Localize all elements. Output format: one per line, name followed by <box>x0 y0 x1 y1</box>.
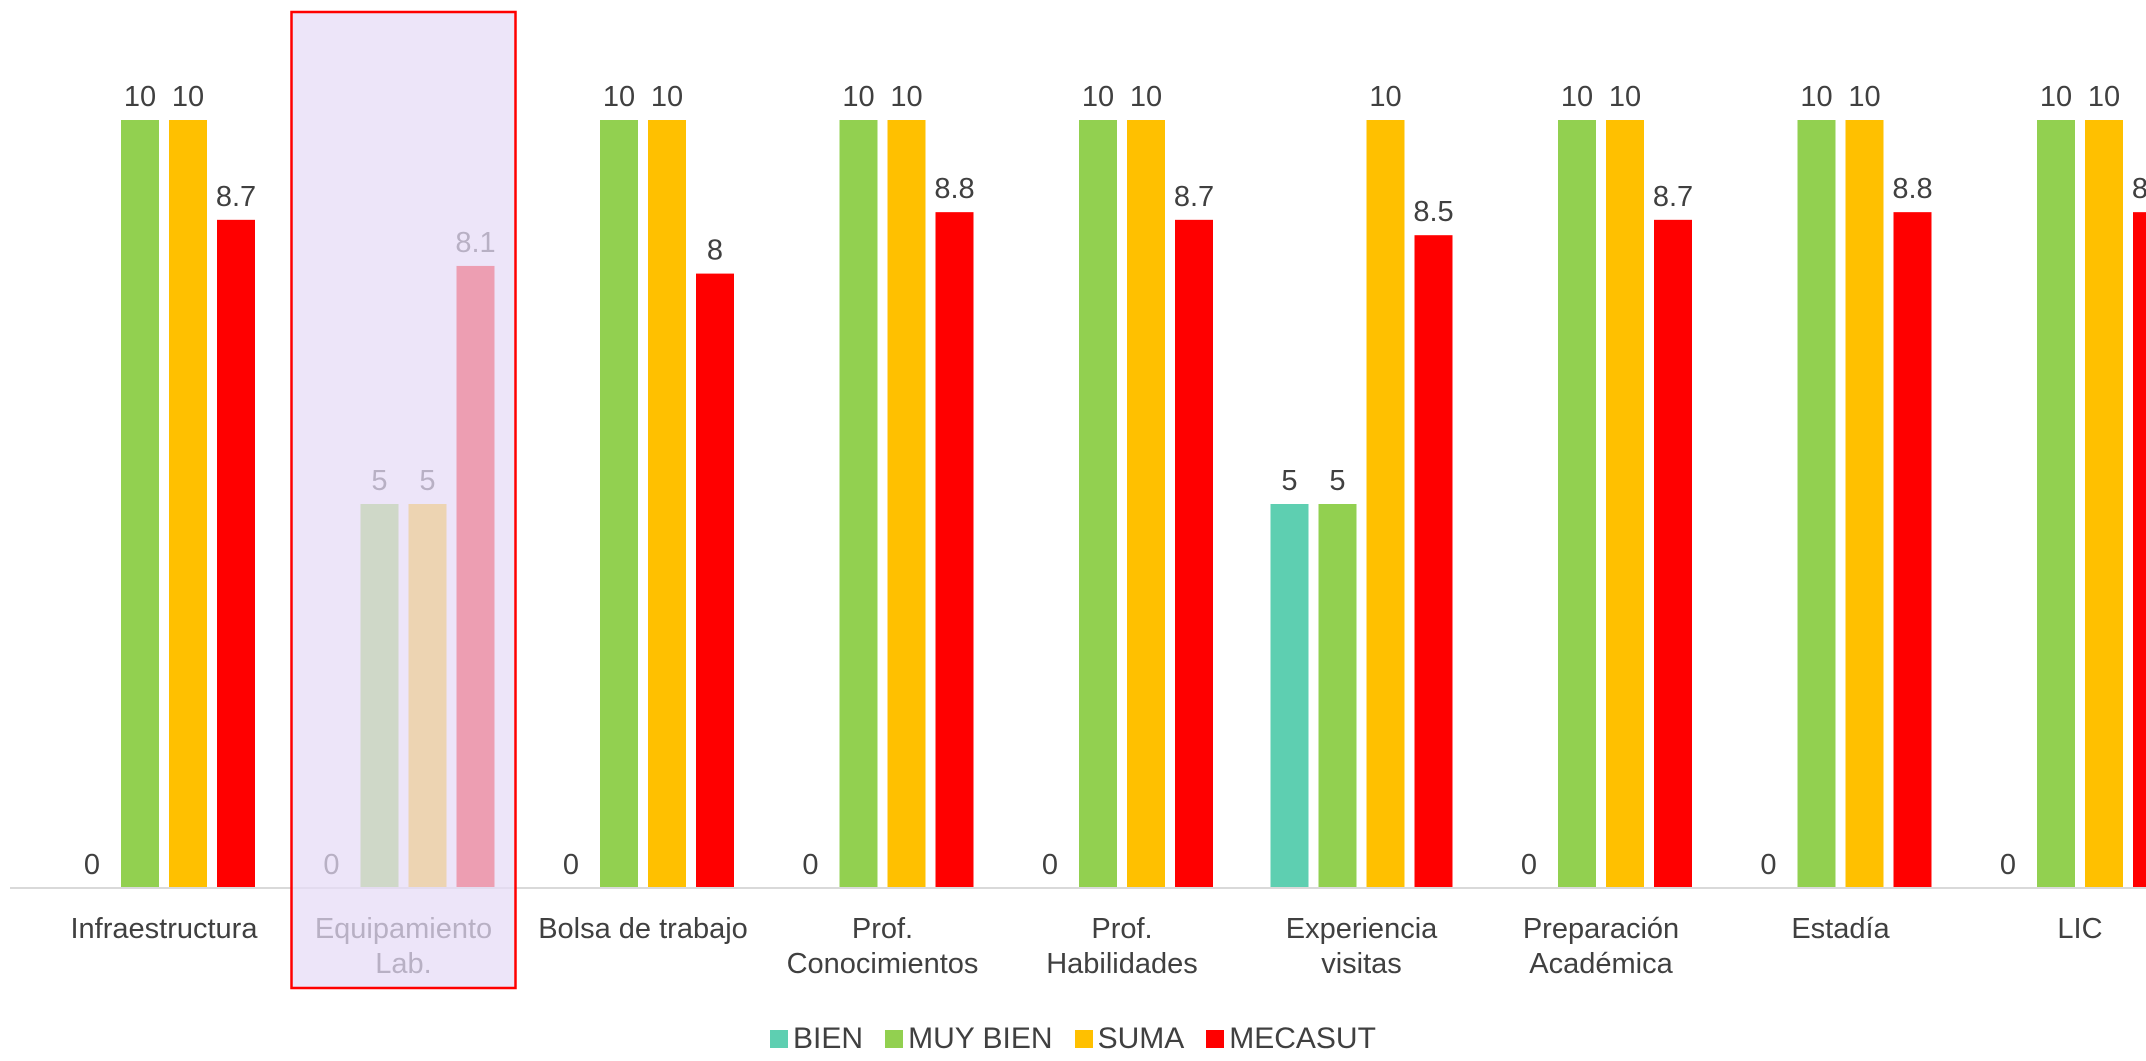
data-label: 8.8 <box>2132 173 2146 205</box>
legend: BIEN MUY BIEN SUMA MECASUT <box>0 1022 2146 1056</box>
bar-mecasut <box>1175 219 1213 889</box>
bar-suma <box>169 120 207 888</box>
data-label: 0 <box>802 849 818 881</box>
bar-suma <box>1845 120 1884 888</box>
data-label: 0 <box>2000 849 2016 881</box>
bar-muy-bien <box>839 120 878 888</box>
legend-label: SUMA <box>1097 1022 1185 1055</box>
bar-suma <box>2085 120 2123 888</box>
data-label: 0 <box>1521 849 1537 881</box>
legend-swatch <box>770 1030 789 1048</box>
legend-item: BIEN <box>770 1022 863 1056</box>
bar-muy-bien <box>1797 120 1836 888</box>
x-tick-label: Prof. Habilidades <box>1046 913 1198 980</box>
data-label: 10 <box>1369 81 1401 113</box>
data-label: 0 <box>563 849 579 881</box>
data-label: 10 <box>1561 81 1593 113</box>
data-label: 10 <box>842 81 874 113</box>
data-label: 10 <box>1800 81 1832 113</box>
labels-layer: Infraestructura010108.7EquipamientoLab.0… <box>71 81 2146 980</box>
data-label: 8.8 <box>934 173 974 205</box>
data-label: 10 <box>2040 81 2072 113</box>
bar-muy-bien <box>2037 120 2075 888</box>
bar-muy-bien <box>1318 504 1357 888</box>
legend-item: SUMA <box>1074 1022 1185 1056</box>
legend-label: MUY BIEN <box>908 1022 1053 1055</box>
data-label: 0 <box>84 849 100 881</box>
x-tick-label: Estadía <box>1791 913 1890 945</box>
bar-suma <box>648 120 686 888</box>
bar-mecasut <box>2133 212 2146 888</box>
data-label: 0 <box>1760 849 1776 881</box>
data-label: 10 <box>603 81 635 113</box>
legend-item: MUY BIEN <box>885 1022 1053 1056</box>
x-tick-label: LIC <box>2057 913 2102 945</box>
highlight-box <box>290 10 517 990</box>
data-label: 5 <box>1329 465 1345 497</box>
data-label: 0 <box>1042 849 1058 881</box>
x-tick-label: Experiencia visitas <box>1286 913 1438 980</box>
data-label: 8.5 <box>1413 196 1453 228</box>
bar-muy-bien <box>1558 120 1596 888</box>
x-tick-label: Prof. Conocimientos <box>787 913 979 980</box>
bar-muy-bien <box>121 120 159 888</box>
legend-label: MECASUT <box>1229 1022 1376 1055</box>
data-label: 10 <box>124 81 156 113</box>
bar-mecasut <box>1654 219 1692 889</box>
bar-suma <box>1606 120 1644 888</box>
data-label: 8.8 <box>1892 173 1932 205</box>
bar-suma <box>887 120 926 888</box>
data-label: 8 <box>707 235 723 267</box>
bar-bien <box>1270 504 1309 888</box>
bar-mecasut <box>1893 212 1932 888</box>
x-tick-label: Infraestructura <box>71 913 259 945</box>
bar-muy-bien <box>600 120 638 888</box>
data-label: 5 <box>1281 465 1297 497</box>
legend-swatch <box>1206 1030 1225 1048</box>
data-label: 10 <box>1082 81 1114 113</box>
legend-swatch <box>885 1030 904 1048</box>
legend-label: BIEN <box>793 1022 864 1055</box>
bar-mecasut <box>1414 235 1453 888</box>
data-label: 10 <box>1609 81 1641 113</box>
data-label: 10 <box>890 81 922 113</box>
bar-suma <box>1127 120 1165 888</box>
data-label: 10 <box>172 81 204 113</box>
data-label: 10 <box>1848 81 1880 113</box>
legend-swatch <box>1074 1030 1093 1048</box>
data-label: 8.7 <box>216 181 256 213</box>
data-label: 10 <box>1130 81 1162 113</box>
bar-suma <box>1366 120 1405 888</box>
bar-mecasut <box>935 212 974 888</box>
bar-muy-bien <box>1079 120 1117 888</box>
bar-mecasut <box>217 219 255 889</box>
data-label: 8.7 <box>1174 181 1214 213</box>
legend-item: MECASUT <box>1206 1022 1376 1056</box>
data-label: 10 <box>2088 81 2120 113</box>
data-label: 10 <box>651 81 683 113</box>
x-tick-label: Bolsa de trabajo <box>538 913 748 945</box>
bar-mecasut <box>696 273 734 889</box>
x-tick-label: Preparación Académica <box>1523 913 1679 980</box>
data-label: 8.7 <box>1653 181 1693 213</box>
